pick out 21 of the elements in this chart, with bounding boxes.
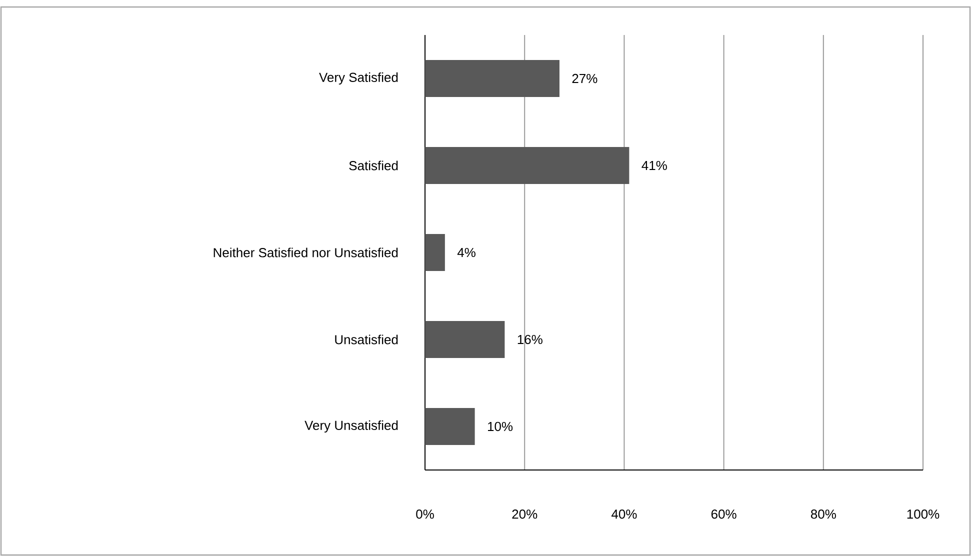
x-tick-label: 80% <box>810 510 836 519</box>
x-tick-label: 20% <box>512 510 538 519</box>
bar <box>425 320 505 358</box>
data-label: 4% <box>457 248 476 258</box>
data-label: 10% <box>488 422 513 432</box>
y-tick-label: Unsatisfied <box>335 334 398 344</box>
bar <box>425 60 560 97</box>
data-label: 16% <box>518 334 542 344</box>
x-tick-label: 0% <box>416 510 434 519</box>
data-label: 27% <box>572 74 598 84</box>
y-tick-label: Neither Satisfied nor Unsatisfied <box>214 248 398 258</box>
y-tick-label: Very Satisfied <box>319 72 398 85</box>
data-label: 41% <box>642 160 667 170</box>
bar <box>425 234 445 271</box>
y-tick-label: Satisfied <box>349 160 398 170</box>
bar <box>425 146 630 184</box>
x-tick-label: 60% <box>711 510 736 519</box>
y-tick-label: Very Unsatisfied <box>304 420 398 433</box>
x-tick-label: 40% <box>611 510 637 519</box>
bar <box>425 408 475 445</box>
x-tick-label: 100% <box>907 510 940 519</box>
